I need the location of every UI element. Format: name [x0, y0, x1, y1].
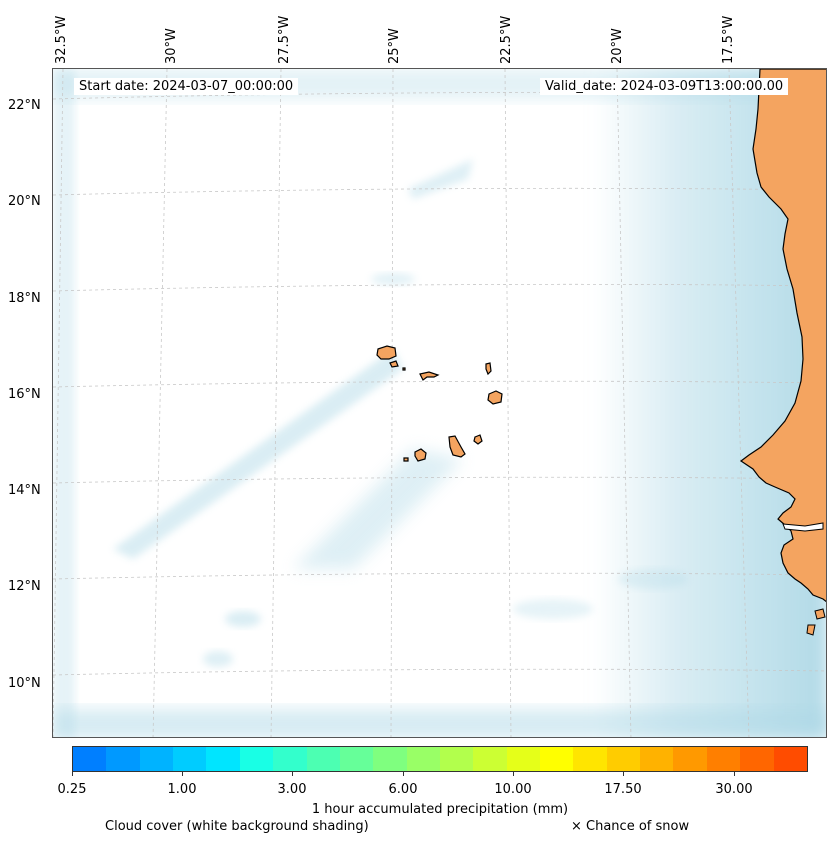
island-santiago: [448, 435, 466, 458]
lat-label-12n: 12°N: [8, 579, 41, 594]
cape-verde-islands: [376, 345, 503, 462]
colorbar-segment: [706, 747, 741, 771]
snow-chance-note: × Chance of snow: [571, 819, 690, 834]
colorbar-tickmark: [623, 772, 624, 776]
lat-label-22n: 22°N: [8, 98, 41, 113]
colorbar-segment: [273, 747, 307, 771]
colorbar-segment: [206, 747, 240, 771]
lat-label-16n: 16°N: [8, 387, 41, 402]
colorbar-tickmark: [513, 772, 514, 776]
colorbar-segment: [506, 747, 541, 771]
lon-label-22-5w: 22.5°W: [499, 15, 514, 64]
island-brava: [403, 457, 409, 462]
colorbar-segment: [339, 747, 374, 771]
colorbar-tick: 6.00: [388, 782, 418, 797]
colorbar-tick: 10.00: [494, 782, 532, 797]
colorbar-segment: [439, 747, 474, 771]
colorbar-tick: 3.00: [277, 782, 307, 797]
africa-inlet: [782, 522, 824, 532]
colorbar-segment: [540, 747, 574, 771]
colorbar-segment: [106, 747, 140, 771]
valid-date-label: Valid_date: 2024-03-09T13:00:00.00: [540, 78, 789, 95]
cloud-cover-note: Cloud cover (white background shading): [105, 819, 369, 834]
map-canvas[interactable]: [53, 69, 827, 738]
start-date-label: Start date: 2024-03-07_00:00:00: [74, 78, 299, 95]
lat-label-18n: 18°N: [8, 291, 41, 306]
lon-label-17-5w: 17.5°W: [721, 15, 736, 64]
colorbar-segment: [139, 747, 174, 771]
map-frame[interactable]: [52, 68, 827, 738]
colorbar-segment: [773, 747, 807, 771]
island-fogo: [414, 448, 427, 462]
island-santo-antao: [376, 345, 397, 360]
colorbar-segment: [173, 747, 207, 771]
colorbar-segment: [606, 747, 641, 771]
colorbar-segment: [73, 747, 107, 771]
bijagos-islands: [806, 608, 826, 636]
colorbar-tick: 0.25: [57, 782, 87, 797]
colorbar-tickmark: [403, 772, 404, 776]
colorbar-segment: [306, 747, 340, 771]
colorbar-segment: [673, 747, 707, 771]
colorbar-segment: [640, 747, 674, 771]
graticule: [53, 69, 826, 737]
lon-label-27-5w: 27.5°W: [277, 15, 292, 64]
island-sao-vicente: [389, 360, 399, 368]
lon-label-20w: 20°W: [610, 28, 625, 64]
colorbar-tickmark: [72, 772, 73, 776]
colorbar-segment: [740, 747, 774, 771]
colorbar-tick: 17.50: [604, 782, 642, 797]
lon-label-32-5w: 32.5°W: [54, 15, 69, 64]
colorbar-tick: 30.00: [715, 782, 753, 797]
colorbar-segment: [373, 747, 407, 771]
lat-label-20n: 20°N: [8, 194, 41, 209]
colorbar-segment: [573, 747, 607, 771]
colorbar-tickmark: [182, 772, 183, 776]
island-boa-vista: [487, 390, 503, 405]
island-sao-nicolau: [419, 371, 440, 381]
colorbar-segment: [239, 747, 274, 771]
colorbar-title: 1 hour accumulated precipitation (mm): [311, 802, 569, 817]
lat-label-10n: 10°N: [8, 676, 41, 691]
cloud-cover-shading: [53, 69, 826, 737]
island-sal: [485, 362, 492, 376]
africa-coast: [739, 69, 826, 603]
island-maio: [473, 434, 483, 445]
colorbar-segment: [406, 747, 440, 771]
colorbar-tickmark: [292, 772, 293, 776]
island-santa-luzia: [402, 367, 406, 371]
precipitation-colorbar: [72, 746, 808, 772]
colorbar-tick: 1.00: [167, 782, 197, 797]
colorbar-segment: [473, 747, 507, 771]
lon-label-25w: 25°W: [387, 28, 402, 64]
colorbar-tickmark: [734, 772, 735, 776]
lat-label-14n: 14°N: [8, 483, 41, 498]
lon-label-30w: 30°W: [164, 28, 179, 64]
